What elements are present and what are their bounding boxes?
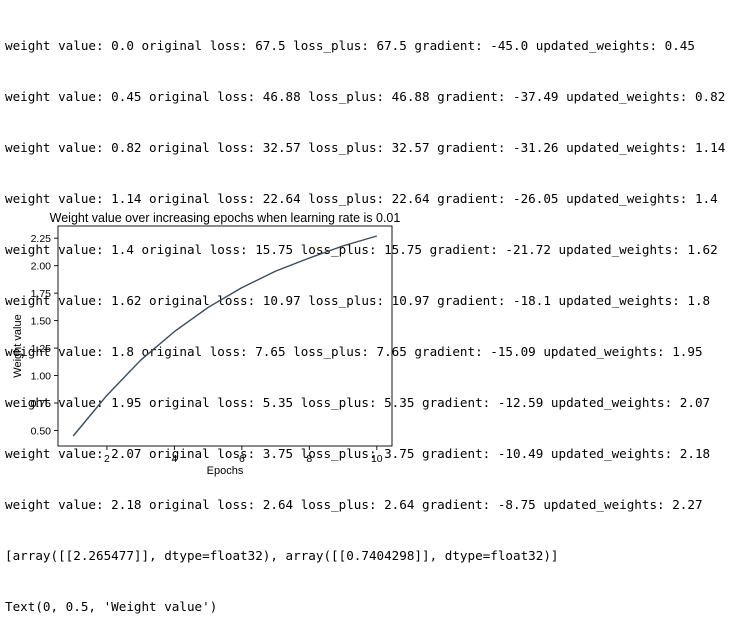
output-line: weight value: 2.07 original loss: 3.75 l… (5, 446, 711, 461)
output-line: weight value: 1.14 original loss: 22.64 … (5, 191, 718, 206)
y-tick-label: 0.75 (31, 398, 52, 410)
output-line: weight value: 0.45 original loss: 46.88 … (5, 89, 726, 104)
output-line: weight value: 1.62 original loss: 10.97 … (5, 293, 711, 308)
x-tick-label: 2 (104, 453, 110, 465)
output-text-repr: Text(0, 0.5, 'Weight value') (5, 599, 218, 614)
y-tick-label: 1.00 (31, 370, 52, 382)
output-array-repr: [array([[2.265477]], dtype=float32), arr… (5, 548, 559, 563)
output-line: weight value: 2.18 original loss: 2.64 l… (5, 497, 703, 512)
output-line: weight value: 1.4 original loss: 15.75 l… (5, 242, 718, 257)
y-tick-label: 0.50 (31, 425, 52, 437)
series-line (72, 235, 378, 437)
figure-output: Weight value over increasing epochs when… (0, 206, 742, 481)
y-tick-label: 2.00 (31, 260, 52, 272)
y-tick-label: 1.25 (31, 343, 52, 355)
x-tick-label: 4 (171, 453, 177, 465)
x-tick-label: 6 (239, 453, 245, 465)
x-tick-label: 8 (306, 453, 312, 465)
output-line: weight value: 0.0 original loss: 67.5 lo… (5, 38, 695, 53)
y-tick-label: 1.50 (31, 315, 52, 327)
x-axis-label: Epochs (207, 465, 244, 477)
output-line: weight value: 0.82 original loss: 32.57 … (5, 140, 726, 155)
x-tick-label: 10 (371, 453, 383, 465)
y-axis-label: Weight value (12, 314, 24, 377)
plot-frame (57, 225, 393, 447)
y-tick-label: 1.75 (31, 288, 52, 300)
output-line: weight value: 1.8 original loss: 7.65 lo… (5, 344, 703, 359)
line-chart: Weight value over increasing epochs when… (12, 211, 401, 477)
output-line: weight value: 1.95 original loss: 5.35 l… (5, 395, 711, 410)
y-tick-label: 2.25 (31, 233, 52, 245)
chart-title: Weight value over increasing epochs when… (50, 211, 401, 225)
